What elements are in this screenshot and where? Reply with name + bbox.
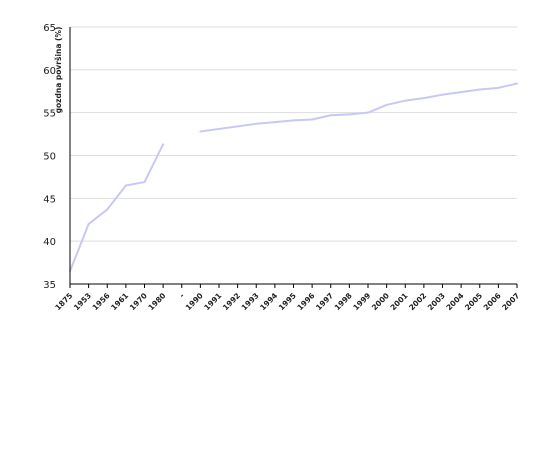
x-tick-label: 2004 (444, 291, 465, 312)
x-tick-label: 1990 (184, 291, 205, 312)
y-tick-label: 55 (43, 109, 56, 120)
x-tick-label: 2005 (463, 291, 484, 312)
x-tick-label: 2000 (370, 291, 391, 312)
x-tick-label: 2006 (482, 291, 503, 312)
y-tick-label: 45 (43, 194, 56, 205)
x-tick-label: 1998 (333, 291, 354, 312)
x-tick-label: 1991 (202, 291, 223, 312)
x-tick-label: 1992 (221, 291, 242, 312)
x-tick-label: 1995 (277, 291, 298, 312)
x-tick-label: 1961 (109, 291, 130, 312)
x-tick-label: - (178, 291, 187, 300)
x-tick-label: 1997 (314, 291, 335, 312)
x-tick-label: 1953 (72, 291, 93, 312)
x-tick-label: 1994 (258, 291, 279, 312)
series-line (69, 143, 165, 272)
x-tick-label: 2003 (426, 291, 447, 312)
x-tick-label: 1980 (146, 291, 167, 312)
x-tick-label: 1999 (351, 291, 372, 312)
x-tick-label: 2007 (500, 291, 521, 312)
x-tick-label: 1970 (128, 291, 149, 312)
series-layer (69, 82, 518, 273)
x-tick-label: 1993 (240, 291, 261, 312)
y-tick-label: 60 (43, 66, 56, 77)
gridlines (70, 26, 517, 242)
x-tick-label: 1996 (295, 291, 316, 312)
x-tick-label: 2001 (389, 291, 410, 312)
x-tick-label: 2002 (407, 291, 428, 312)
y-tick-label: 50 (43, 152, 56, 163)
x-tick-label: 1956 (91, 291, 112, 312)
x-tick-label: 1875 (53, 291, 74, 312)
y-tick-label: 65 (43, 23, 56, 34)
y-axis-ticks: 35 40 45 50 55 60 65 (43, 23, 56, 291)
y-tick-label: 40 (43, 237, 56, 248)
y-axis-label: gozdna površina (%) (54, 27, 63, 114)
series-line (200, 82, 518, 133)
y-tick-label: 35 (43, 280, 56, 291)
